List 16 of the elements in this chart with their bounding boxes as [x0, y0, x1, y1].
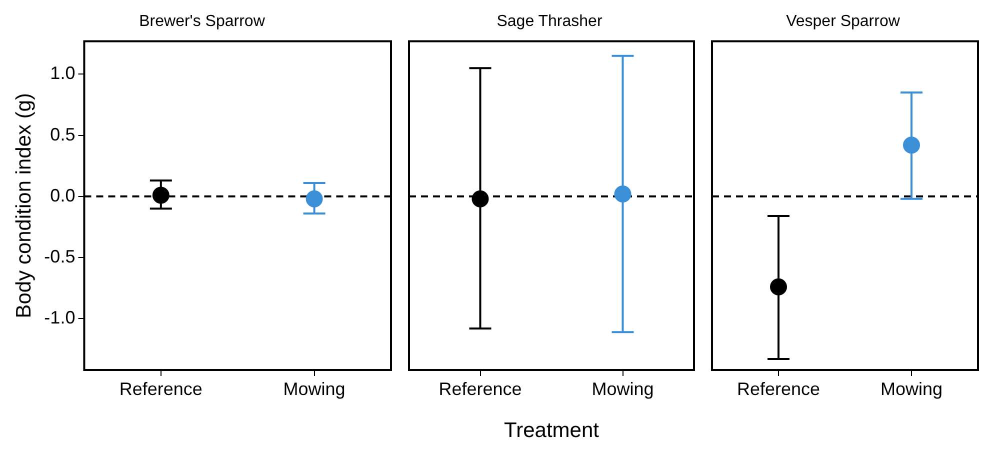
y-tick-label: -0.5: [44, 246, 76, 267]
x-tick-label: Mowing: [592, 378, 654, 399]
x-tick-label: Mowing: [283, 378, 346, 399]
chart-title: Vesper Sparrow: [786, 13, 900, 30]
x-tick-label: Reference: [438, 378, 522, 399]
x-axis-title: Treatment: [504, 419, 600, 442]
y-tick-label: -1.0: [44, 308, 76, 328]
y-axis-title: Body condition index (g): [12, 92, 36, 318]
y-tick-label: 1.0: [50, 63, 76, 84]
x-tick-label: Mowing: [880, 378, 943, 399]
y-tick-label: 0.0: [50, 185, 76, 206]
y-tick-label: 0.5: [50, 124, 76, 144]
chart-title: Brewer's Sparrow: [139, 13, 266, 30]
x-tick-label: Reference: [736, 378, 820, 399]
x-tick-label: Reference: [119, 378, 202, 399]
chart-title: Sage Thrasher: [496, 13, 603, 30]
